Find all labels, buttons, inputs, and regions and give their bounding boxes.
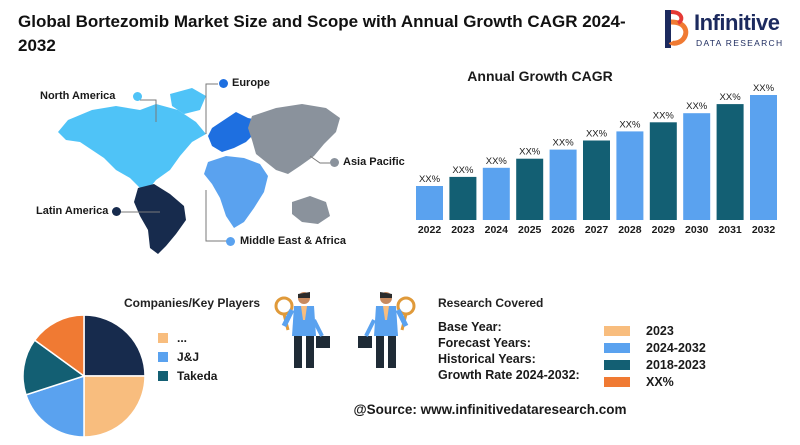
data-label-2026: XX% — [553, 138, 575, 149]
bar-2023 — [449, 176, 477, 220]
growth-rate-value: XX% — [646, 374, 674, 389]
data-label-2027: XX% — [586, 129, 608, 140]
value-swatch — [604, 325, 630, 336]
bar-2026 — [549, 149, 577, 220]
middle-east-africa-dot — [226, 237, 235, 246]
bar-2022 — [416, 186, 443, 220]
businessman-magnifier-icon — [274, 292, 330, 368]
north-america-shape — [58, 104, 206, 190]
pie-slice-3 — [22, 339, 86, 396]
bar-2025 — [516, 158, 544, 220]
north-america-dot — [133, 92, 142, 101]
legend-label: J&J — [177, 349, 200, 364]
data-label-2029: XX% — [653, 110, 675, 121]
world-map-graphic — [58, 83, 340, 254]
bar-2032 — [750, 95, 777, 220]
asia-pacific-label: Asia Pacific — [343, 156, 405, 168]
source-link[interactable]: @Source: www.infinitivedataresearch.com — [353, 402, 627, 417]
data-label-2031: XX% — [720, 92, 742, 103]
data-label-2022: XX% — [419, 174, 441, 185]
bar-2029 — [649, 122, 677, 220]
data-label-2023: XX% — [452, 165, 474, 176]
legend-swatch — [158, 370, 168, 381]
data-label-2025: XX% — [519, 147, 541, 158]
company-logo: Infinitive DATA RESEARCH — [662, 8, 794, 54]
forecast-years-label: Forecast Years: — [438, 336, 531, 350]
historical-years-value-row: 2018-2023 — [604, 356, 706, 373]
pie-slice-2 — [25, 374, 85, 438]
companies-pie-chart — [22, 314, 146, 438]
bar-2031 — [716, 104, 744, 220]
x-tick-label-2027: 2027 — [585, 224, 609, 236]
data-label-2028: XX% — [619, 119, 641, 130]
latin-america-dot — [112, 207, 121, 216]
legend-item: ... — [158, 328, 217, 347]
companies-legend: ... J&J Takeda — [158, 328, 217, 385]
x-tick-label-2024: 2024 — [485, 224, 509, 236]
research-values: 2023 2024-2032 2018-2023 XX% — [604, 322, 706, 390]
forecast-years-value: 2024-2032 — [646, 340, 706, 355]
legend-swatch — [158, 332, 168, 343]
europe-label: Europe — [232, 77, 270, 89]
bar-2027 — [583, 140, 610, 220]
value-swatch — [604, 376, 630, 387]
x-tick-label-2032: 2032 — [752, 224, 776, 236]
bar-2030 — [683, 113, 711, 220]
legend-item: Takeda — [158, 366, 217, 385]
base-year-label: Base Year: — [438, 320, 502, 334]
pie-slice-0 — [83, 314, 146, 377]
x-tick-label-2022: 2022 — [418, 224, 442, 236]
x-tick-label-2029: 2029 — [652, 224, 676, 236]
historical-years-label: Historical Years: — [438, 352, 536, 366]
forecast-years-value-row: 2024-2032 — [604, 339, 706, 356]
x-tick-label-2028: 2028 — [618, 224, 642, 236]
pie-slice-1 — [83, 375, 146, 438]
growth-rate-label: Growth Rate 2024-2032: — [438, 368, 580, 382]
asia-pacific-dot — [330, 158, 339, 167]
page-title: Global Bortezomib Market Size and Scope … — [18, 12, 626, 55]
annual-growth-bar-chart: XX% 2022 XX% 2023 XX% 2024 XX% 2025 XX% 2026 XX% 20… — [416, 83, 777, 236]
legend-label: Takeda — [177, 368, 218, 383]
value-swatch — [604, 342, 630, 353]
middle-east-africa-shape — [204, 156, 268, 228]
data-label-2032: XX% — [753, 83, 775, 94]
data-label-2024: XX% — [486, 156, 508, 167]
australia-shape — [292, 196, 330, 224]
companies-title: Companies/Key Players — [124, 296, 261, 310]
world-map: North America Europe Asia Pacific Latin … — [20, 70, 405, 265]
legend-label: ... — [177, 330, 188, 345]
chart-title: Annual Growth CAGR — [467, 68, 613, 84]
legend-swatch — [158, 351, 168, 362]
research-labels: Base Year: Forecast Years: Historical Ye… — [438, 320, 580, 384]
logo-name: Infinitive — [694, 10, 780, 35]
growth-rate-value-row: XX% — [604, 373, 706, 390]
value-swatch — [604, 359, 630, 370]
logo-mark-icon — [665, 10, 689, 48]
bar-2028 — [616, 131, 644, 220]
x-tick-label-2031: 2031 — [718, 224, 742, 236]
legend-item: J&J — [158, 347, 217, 366]
x-tick-label-2025: 2025 — [518, 224, 542, 236]
x-tick-label-2026: 2026 — [551, 224, 575, 236]
research-title: Research Covered — [438, 296, 544, 310]
bar-2024 — [482, 167, 510, 220]
businessman-magnifier-icon — [358, 292, 416, 368]
europe-dot — [219, 79, 228, 88]
middle-east-africa-label: Middle East & Africa — [240, 235, 346, 247]
x-tick-label-2023: 2023 — [451, 224, 475, 236]
north-america-label: North America — [40, 90, 116, 102]
greenland-shape — [170, 88, 206, 114]
latin-america-shape — [134, 184, 186, 254]
latin-america-label: Latin America — [36, 205, 109, 217]
x-tick-label-2030: 2030 — [685, 224, 709, 236]
pie-slice-4 — [33, 314, 85, 378]
asia-pacific-shape — [248, 104, 340, 174]
logo-tagline: DATA RESEARCH — [696, 38, 784, 48]
base-year-value-row: 2023 — [604, 322, 706, 339]
base-year-value: 2023 — [646, 323, 674, 338]
historical-years-value: 2018-2023 — [646, 357, 706, 372]
data-label-2030: XX% — [686, 101, 708, 112]
europe-shape — [208, 112, 258, 152]
